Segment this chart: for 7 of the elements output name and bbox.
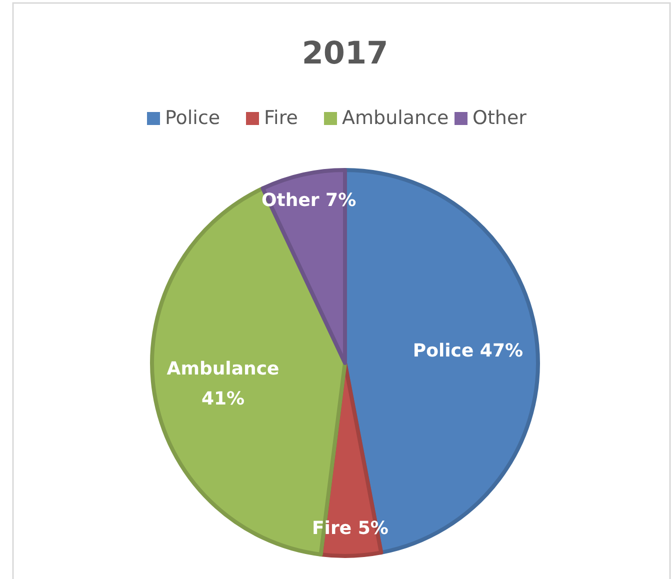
data-label: Police 47% [412,340,524,362]
chart-title: 2017 [302,35,388,72]
legend-label: Ambulance [342,107,449,130]
legend-label: Other [472,107,527,130]
data-label: Ambulance 41% [166,358,280,410]
legend-label: Police [165,107,220,130]
legend-label: Fire [264,107,298,130]
